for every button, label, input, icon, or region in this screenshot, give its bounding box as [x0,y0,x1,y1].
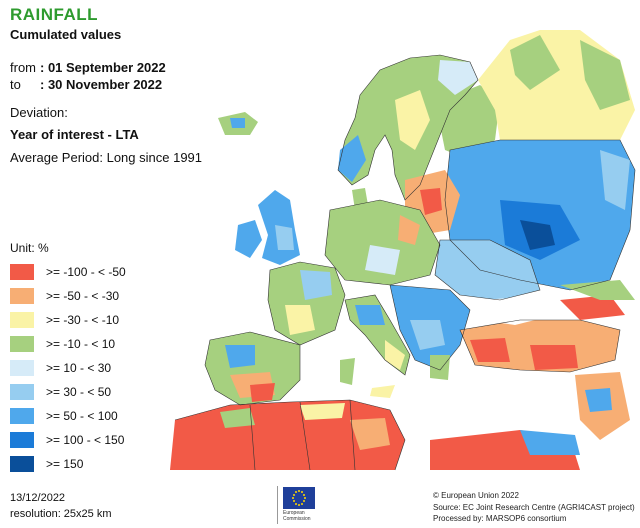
legend-item: >= -30 - < -10 [10,310,210,334]
region-finland [440,85,500,160]
legend-label: >= 10 - < 30 [46,361,112,375]
legend-unit: Unit: % [10,241,49,255]
legend-swatch [10,288,34,304]
legend-label: >= -50 - < -30 [46,289,120,303]
processed-by: Processed by: MARSOP6 consortium [433,514,567,523]
legend-swatch [10,360,34,376]
legend-item: >= -50 - < -30 [10,286,210,310]
legend-label: >= 30 - < 50 [46,385,112,399]
eu-stars-icon [292,490,306,506]
legend-label: >= -30 - < -10 [46,313,120,327]
eu-logo-text: European Commission [283,510,311,522]
region-ireland [235,220,262,258]
legend-item: >= 10 - < 30 [10,358,210,382]
logo-divider [277,486,278,524]
source: Source: EC Joint Research Centre (AGRI4C… [433,503,635,512]
legend: >= -100 - < -50 >= -50 - < -30 >= -30 - < … [10,262,210,478]
year-of-interest: Year of interest - LTA [10,127,139,142]
average-period: Average Period: Long since 1991 [10,150,203,165]
deviation-label: Deviation: [10,105,68,120]
legend-swatch [10,432,34,448]
legend-item: >= 100 - < 150 [10,430,210,454]
country-borders [174,54,636,471]
map-title: RAINFALL [10,5,99,24]
map-date: 13/12/2022 [10,492,66,504]
legend-swatch [10,456,34,472]
legend-swatch [10,384,34,400]
legend-label: >= 50 - < 100 [46,409,118,423]
legend-item: >= 150 [10,454,210,478]
to-value: : 30 November 2022 [40,77,163,92]
legend-item: >= -10 - < 10 [10,334,210,358]
from-value: : 01 September 2022 [40,60,166,75]
from-label: from [10,60,36,75]
legend-label: >= -10 - < 10 [46,337,116,351]
map-resolution: resolution: 25x25 km [10,508,112,520]
legend-swatch [10,264,34,280]
legend-label: >= 100 - < 150 [46,433,125,447]
legend-swatch [10,312,34,328]
to-label: to [10,77,21,92]
legend-label: >= 150 [46,457,84,471]
copyright: © European Union 2022 [433,491,519,500]
map-subtitle: Cumulated values [10,27,122,42]
region-ukraine [435,240,540,300]
legend-item: >= 30 - < 50 [10,382,210,406]
legend-swatch [10,408,34,424]
eu-flag-icon [283,487,315,509]
legend-swatch [10,336,34,352]
legend-item: >= -100 - < -50 [10,262,210,286]
legend-label: >= -100 - < -50 [46,265,126,279]
legend-item: >= 50 - < 100 [10,406,210,430]
